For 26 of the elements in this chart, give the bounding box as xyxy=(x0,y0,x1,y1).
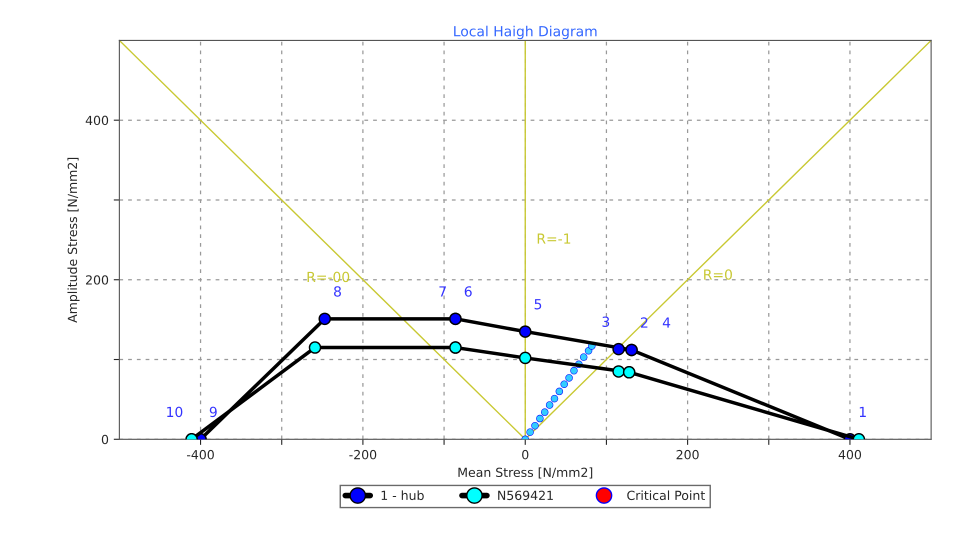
y-tick-label: 400 xyxy=(86,116,108,126)
annotation: 4 xyxy=(662,317,670,328)
annotation: 10 xyxy=(167,406,182,418)
legend-label: N569421 xyxy=(498,490,553,500)
x-tick-label: -200 xyxy=(349,450,376,460)
annotation: 7 xyxy=(439,286,446,296)
y-tick-label: 200 xyxy=(86,275,108,285)
legend-label: Critical Point xyxy=(627,490,705,500)
annotation: 6 xyxy=(464,286,472,297)
x-tick-label: -400 xyxy=(186,450,214,460)
legend-label: 1 - hub xyxy=(382,490,424,500)
x-tick-label: 0 xyxy=(522,450,528,460)
series-label: R=0 xyxy=(704,269,732,280)
annotation: 5 xyxy=(534,299,542,310)
x-tick-label: 400 xyxy=(838,450,862,460)
annotation: 9 xyxy=(210,406,217,418)
x-axis-title: Mean Stress [N/mm2] xyxy=(458,467,592,478)
y-tick-label: 0 xyxy=(102,434,108,444)
x-tick-label: 200 xyxy=(676,450,699,460)
chart-title: Local Haigh Diagram xyxy=(454,26,597,40)
series-label: R=-1 xyxy=(538,234,570,244)
annotation: 8 xyxy=(334,286,341,297)
series-label: R=-00 xyxy=(308,272,350,282)
annotation: 1 xyxy=(860,406,866,417)
annotation: 3 xyxy=(602,316,610,328)
y-axis-title: Amplitude Stress [N/mm2] xyxy=(67,158,80,323)
